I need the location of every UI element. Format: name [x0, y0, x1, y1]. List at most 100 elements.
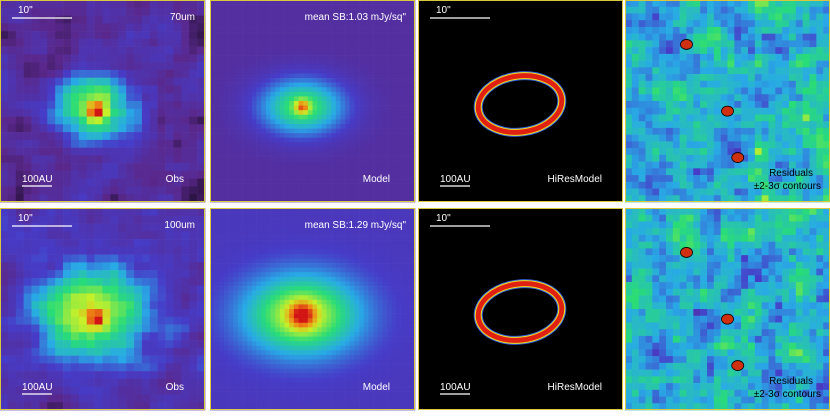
pixel: [322, 110, 327, 115]
pixel: [659, 47, 666, 54]
pixel: [247, 138, 252, 143]
pixel: [639, 128, 646, 135]
pixel: [707, 47, 714, 54]
pixel: [700, 81, 707, 88]
pixel: [378, 133, 383, 138]
pixel: [755, 168, 762, 175]
pixel: [215, 263, 220, 268]
pixel: [257, 249, 262, 254]
pixel: [313, 78, 318, 83]
pixel: [16, 363, 24, 371]
pixel: [215, 78, 220, 83]
pixel: [373, 249, 378, 254]
pixel: [331, 245, 336, 250]
pixel: [173, 0, 181, 8]
pixel: [392, 236, 397, 241]
pixel: [294, 174, 299, 179]
pixel: [261, 165, 266, 170]
pixel: [271, 268, 276, 273]
pixel: [229, 119, 234, 124]
residual-peak: [732, 153, 744, 163]
pixel: [359, 55, 364, 60]
pixel: [24, 247, 32, 255]
pixel: [387, 87, 392, 92]
pixel: [401, 240, 406, 245]
pixel: [224, 161, 229, 166]
pixel: [382, 281, 387, 286]
pixel: [63, 140, 71, 148]
pixel: [118, 340, 126, 348]
pixel: [79, 387, 87, 395]
pixel: [331, 236, 336, 241]
pixel: [229, 268, 234, 273]
pixel: [350, 179, 355, 184]
pixel: [87, 293, 95, 301]
pixel: [247, 174, 252, 179]
pixel: [118, 332, 126, 340]
pixel: [331, 106, 336, 111]
pixel: [118, 171, 126, 179]
pixel: [63, 85, 71, 93]
pixel: [734, 182, 741, 189]
pixel: [79, 132, 87, 140]
pixel: [158, 101, 166, 109]
pixel: [350, 165, 355, 170]
pixel: [666, 74, 673, 81]
pixel: [257, 92, 262, 97]
pixel: [734, 61, 741, 68]
pixel: [39, 247, 47, 255]
pixel: [392, 78, 397, 83]
pixel: [134, 317, 142, 325]
pixel: [687, 155, 694, 162]
pixel: [354, 64, 359, 69]
pixel: [313, 32, 318, 37]
pixel: [134, 262, 142, 270]
pixel: [340, 142, 345, 147]
pixel: [110, 62, 118, 70]
pixel: [280, 179, 285, 184]
pixel: [79, 301, 87, 309]
pixel: [646, 101, 653, 108]
pixel: [79, 140, 87, 148]
pixel: [0, 239, 8, 247]
pixel: [816, 0, 823, 7]
pixel: [173, 54, 181, 62]
pixel: [359, 161, 364, 166]
pixel: [55, 387, 63, 395]
pixel: [294, 133, 299, 138]
pixel: [331, 92, 336, 97]
pixel: [280, 263, 285, 268]
pixel: [308, 37, 313, 42]
pixel: [652, 94, 659, 101]
pixel: [158, 179, 166, 187]
pixel: [368, 96, 373, 101]
pixel: [229, 281, 234, 286]
pixel: [625, 101, 632, 108]
pixel: [639, 54, 646, 61]
pixel: [271, 32, 276, 37]
pixel: [166, 47, 174, 55]
pixel: [714, 20, 721, 27]
pixel: [789, 128, 796, 135]
pixel: [55, 208, 63, 216]
pixel: [721, 54, 728, 61]
pixel: [103, 247, 111, 255]
pixel: [721, 61, 728, 68]
pixel: [166, 117, 174, 125]
pixel: [238, 147, 243, 152]
pixel: [359, 147, 364, 152]
pixel: [215, 272, 220, 277]
pixel: [299, 87, 304, 92]
pixel: [215, 32, 220, 37]
pixel: [261, 170, 266, 175]
pixel: [24, 301, 32, 309]
pixel: [118, 78, 126, 86]
pixel: [326, 263, 331, 268]
pixel: [322, 87, 327, 92]
pixel: [796, 114, 803, 121]
pixel: [243, 23, 248, 28]
pixel: [95, 8, 103, 16]
pixel: [345, 174, 350, 179]
pixel: [158, 231, 166, 239]
